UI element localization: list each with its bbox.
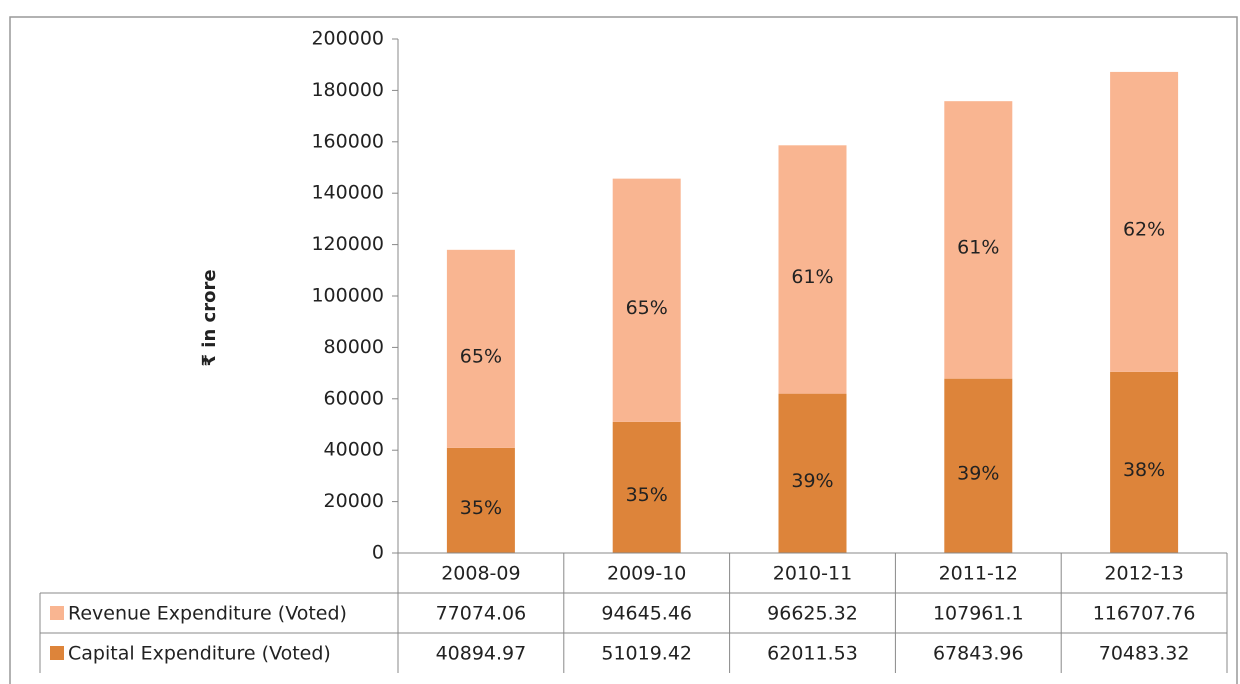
y-tick-label: 0 <box>372 542 384 564</box>
bar-segment <box>446 249 515 448</box>
y-tick-label: 200000 <box>311 28 384 50</box>
legend-swatch <box>50 606 64 620</box>
x-tick-label: 2010-11 <box>773 563 852 585</box>
bar-percent-label: 35% <box>460 497 502 519</box>
bar-segment <box>1110 71 1179 372</box>
bar-percent-label: 39% <box>791 470 833 492</box>
table-cell: 40894.97 <box>436 643 527 665</box>
bar-percent-label: 61% <box>791 266 833 288</box>
bar-percent-label: 39% <box>957 462 999 484</box>
y-tick-label: 120000 <box>311 233 384 255</box>
bar-percent-label: 61% <box>957 236 999 258</box>
bar-percent-label: 65% <box>626 297 668 319</box>
y-tick-label: 140000 <box>311 182 384 204</box>
legend-label: Revenue Expenditure (Voted) <box>68 603 347 625</box>
x-tick-label: 2012-13 <box>1104 563 1183 585</box>
bar-segment <box>612 178 681 422</box>
y-tick-label: 20000 <box>324 490 384 512</box>
bar-segment <box>612 421 681 553</box>
bar-segment <box>944 101 1013 379</box>
x-tick-label: 2008-09 <box>441 563 520 585</box>
x-tick-label: 2009-10 <box>607 563 686 585</box>
legend-swatch <box>50 646 64 660</box>
chart-frame <box>9 16 1238 684</box>
table-cell: 77074.06 <box>436 603 527 625</box>
x-tick-label: 2011-12 <box>939 563 1018 585</box>
table-cell: 62011.53 <box>767 643 858 665</box>
table-cell: 70483.32 <box>1099 643 1190 665</box>
table-cell: 116707.76 <box>1093 603 1196 625</box>
bar-percent-label: 62% <box>1123 218 1165 240</box>
bar-percent-label: 35% <box>626 484 668 506</box>
table-cell: 67843.96 <box>933 643 1024 665</box>
bar-segment <box>446 447 515 553</box>
bar-percent-label: 38% <box>1123 459 1165 481</box>
bar-segment <box>778 145 847 394</box>
table-cell: 96625.32 <box>767 603 858 625</box>
bar-segment <box>944 378 1013 553</box>
table-cell: 94645.46 <box>601 603 692 625</box>
y-tick-label: 80000 <box>324 336 384 358</box>
bar-percent-label: 65% <box>460 345 502 367</box>
bar-segment <box>778 393 847 553</box>
table-cell: 107961.1 <box>933 603 1024 625</box>
y-tick-label: 60000 <box>324 387 384 409</box>
y-tick-label: 100000 <box>311 285 384 307</box>
y-tick-label: 40000 <box>324 439 384 461</box>
y-tick-label: 160000 <box>311 130 384 152</box>
y-tick-label: 180000 <box>311 79 384 101</box>
legend-label: Capital Expenditure (Voted) <box>68 643 331 665</box>
table-cell: 51019.42 <box>601 643 692 665</box>
y-axis-label: ₹ in crore <box>199 269 220 366</box>
bar-segment <box>1110 371 1179 553</box>
